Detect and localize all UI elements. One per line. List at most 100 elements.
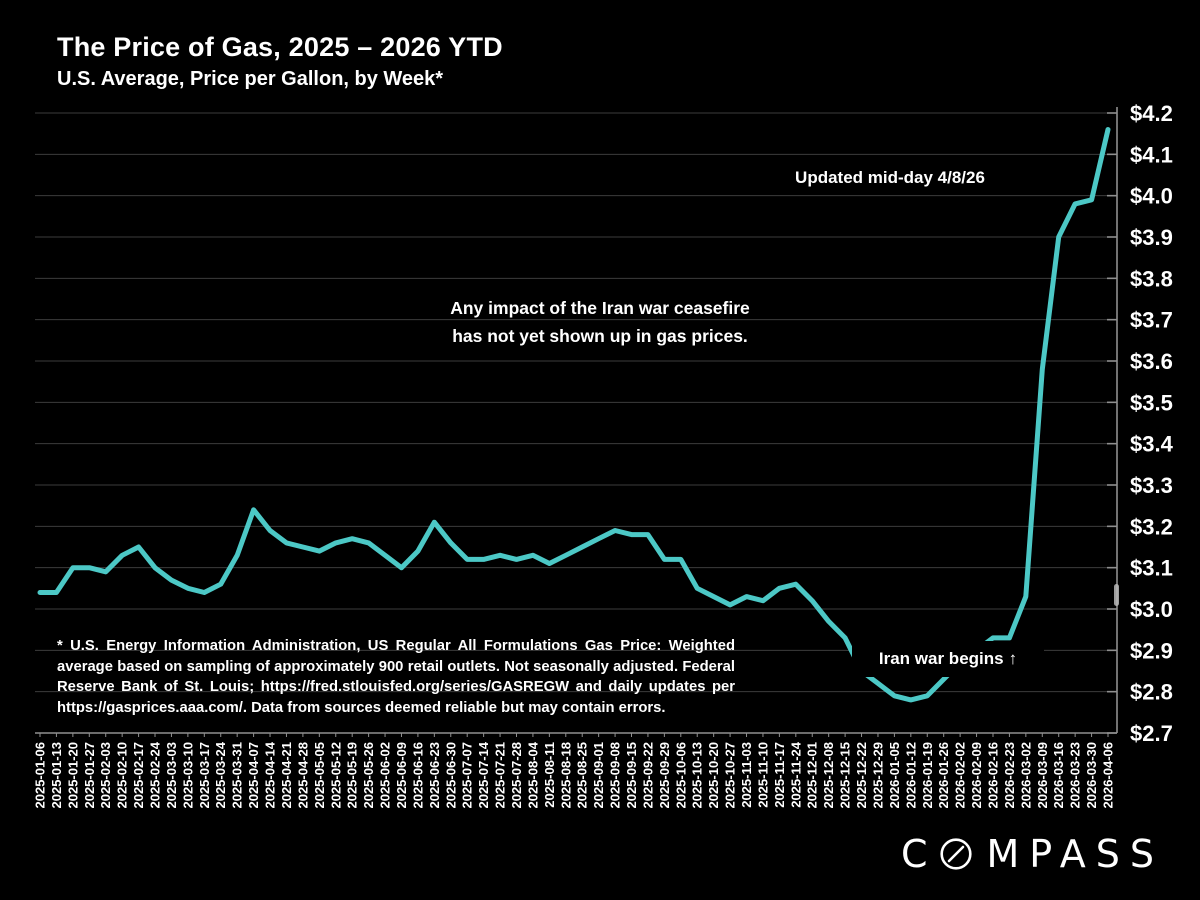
y-tick-label: $4.2 — [1130, 101, 1173, 126]
x-tick-label: 2025-05-19 — [345, 742, 360, 809]
y-tick-label: $3.5 — [1130, 390, 1173, 415]
x-tick-label: 2025-07-07 — [460, 742, 475, 809]
compass-needle-o-icon — [940, 838, 973, 870]
x-tick-label: 2025-01-06 — [33, 742, 48, 809]
x-tick-label: 2025-12-15 — [838, 742, 853, 809]
y-tick-label: $4.0 — [1130, 184, 1173, 209]
x-tick-label: 2025-04-21 — [279, 742, 294, 809]
x-tick-label: 2025-04-14 — [263, 741, 278, 808]
x-tick-label: 2025-02-24 — [148, 741, 163, 808]
x-tick-label: 2025-03-17 — [197, 742, 212, 809]
x-tick-label: 2025-05-05 — [312, 742, 327, 809]
logo-text-suffix: MPASS — [986, 832, 1164, 876]
x-tick-label: 2025-06-02 — [378, 742, 393, 809]
y-tick-label: $3.4 — [1130, 432, 1174, 457]
x-tick-label: 2025-01-20 — [65, 742, 80, 809]
x-tick-label: 2025-12-29 — [870, 742, 885, 809]
y-tick-label: $3.3 — [1130, 473, 1173, 498]
x-tick-label: 2025-06-09 — [394, 742, 409, 809]
x-tick-label: 2025-06-16 — [410, 742, 425, 809]
footnote: * U.S. Energy Information Administration… — [57, 638, 735, 716]
x-tick-label: 2025-04-07 — [246, 742, 261, 809]
x-tick-label: 2025-09-22 — [640, 742, 655, 809]
x-tick-label: 2025-10-13 — [690, 742, 705, 809]
x-tick-label: 2025-10-27 — [723, 742, 738, 809]
x-tick-label: 2025-11-24 — [788, 741, 803, 808]
x-tick-label: 2025-03-31 — [230, 742, 245, 809]
x-tick-label: 2025-02-10 — [115, 742, 130, 809]
annotation-ceasefire: Any impact of the Iran war ceasefire has… — [428, 294, 772, 350]
y-tick-label: $2.8 — [1130, 680, 1173, 705]
annotation-ceasefire-line2: has not yet shown up in gas prices. — [452, 326, 748, 346]
gas-price-series-line — [37, 127, 1111, 703]
x-tick-label: 2026-02-16 — [985, 742, 1000, 809]
x-tick-label: 2025-09-15 — [624, 742, 639, 809]
y-tick-label: $3.6 — [1130, 349, 1173, 374]
x-tick-label: 2025-07-21 — [493, 742, 508, 809]
x-tick-label: 2025-09-29 — [657, 742, 672, 809]
x-tick-label: 2025-01-27 — [82, 742, 97, 809]
x-tick-label: 2025-04-28 — [295, 742, 310, 809]
x-tick-label: 2025-03-24 — [213, 741, 228, 808]
x-tick-label: 2025-02-17 — [131, 742, 146, 809]
y-tick-label: $3.1 — [1130, 556, 1173, 581]
y-tick-label: $4.1 — [1130, 142, 1173, 167]
x-tick-label: 2026-01-12 — [903, 742, 918, 809]
x-tick-label: 2026-03-16 — [1051, 742, 1066, 809]
x-tick-label: 2025-05-26 — [361, 742, 376, 809]
x-tick-label: 2025-07-14 — [476, 741, 491, 808]
x-tick-label: 2025-10-20 — [706, 742, 721, 809]
x-tick-label: 2026-02-09 — [969, 742, 984, 809]
x-tick-label: 2026-01-19 — [920, 742, 935, 809]
x-tick-label: 2025-12-22 — [854, 742, 869, 809]
x-tick-label: 2026-03-02 — [1018, 742, 1033, 809]
x-tick-label: 2026-03-30 — [1084, 742, 1099, 809]
page-subtitle: U.S. Average, Price per Gallon, by Week* — [57, 68, 444, 90]
x-tick-label: 2025-08-11 — [542, 742, 557, 808]
x-tick-label: 2025-06-30 — [443, 742, 458, 809]
x-tick-label: 2025-03-10 — [180, 742, 195, 809]
chart-header: The Price of Gas, 2025 – 2026 YTD U.S. A… — [57, 32, 503, 91]
x-tick-label: 2026-03-23 — [1068, 742, 1083, 809]
x-tick-label: 2025-03-03 — [164, 742, 179, 809]
x-tick-label: 2025-06-23 — [427, 742, 442, 809]
y-tick-label: $3.7 — [1130, 308, 1173, 333]
x-tick-label: 2025-08-18 — [558, 742, 573, 809]
y-tick-label: $3.8 — [1130, 266, 1173, 291]
x-tick-label: 2025-09-08 — [608, 742, 623, 809]
x-tick-label: 2026-02-23 — [1002, 742, 1017, 809]
x-tick-label: 2026-01-26 — [936, 742, 951, 809]
x-tick-label: 2025-02-03 — [98, 742, 113, 809]
x-tick-label: 2025-10-06 — [673, 742, 688, 809]
compass-logo: C MPASS — [901, 832, 1164, 876]
x-tick-label: 2026-01-05 — [887, 742, 902, 809]
x-tick-label: 2025-08-04 — [525, 741, 540, 808]
y-tick-label: $3.2 — [1130, 514, 1173, 539]
up-arrow-icon: ↑ — [1008, 649, 1018, 668]
x-tick-label: 2025-12-01 — [805, 742, 820, 809]
x-tick-label: 2025-01-13 — [49, 742, 64, 809]
y-tick-label: $3.9 — [1130, 225, 1173, 250]
page-title: The Price of Gas, 2025 – 2026 YTD — [57, 32, 503, 62]
x-tick-label: 2025-11-03 — [739, 742, 754, 808]
x-tick-label: 2025-08-25 — [575, 742, 590, 809]
y-tick-label: $2.9 — [1130, 638, 1173, 663]
x-tick-label: 2026-02-02 — [953, 742, 968, 809]
x-tick-label: 2025-07-28 — [509, 742, 524, 809]
annotation-ceasefire-line1: Any impact of the Iran war ceasefire — [450, 298, 750, 318]
logo-text-prefix: C — [900, 832, 938, 876]
x-tick-label: 2026-04-06 — [1101, 742, 1116, 809]
x-tick-label: 2026-03-09 — [1035, 742, 1050, 809]
x-tick-label: 2025-12-08 — [821, 742, 836, 809]
annotation-war-begins: Iran war begins ↑ — [852, 641, 1044, 677]
cursor-artifact — [1114, 584, 1119, 606]
x-tick-label: 2025-05-12 — [328, 742, 343, 809]
x-tick-label: 2025-11-10 — [755, 742, 770, 808]
x-tick-label: 2025-11-17 — [772, 742, 787, 808]
y-tick-label: $3.0 — [1130, 597, 1173, 622]
x-tick-label: 2025-09-01 — [591, 742, 606, 809]
annotation-war-begins-label: Iran war begins — [878, 649, 1004, 668]
y-tick-label: $2.7 — [1130, 721, 1173, 746]
